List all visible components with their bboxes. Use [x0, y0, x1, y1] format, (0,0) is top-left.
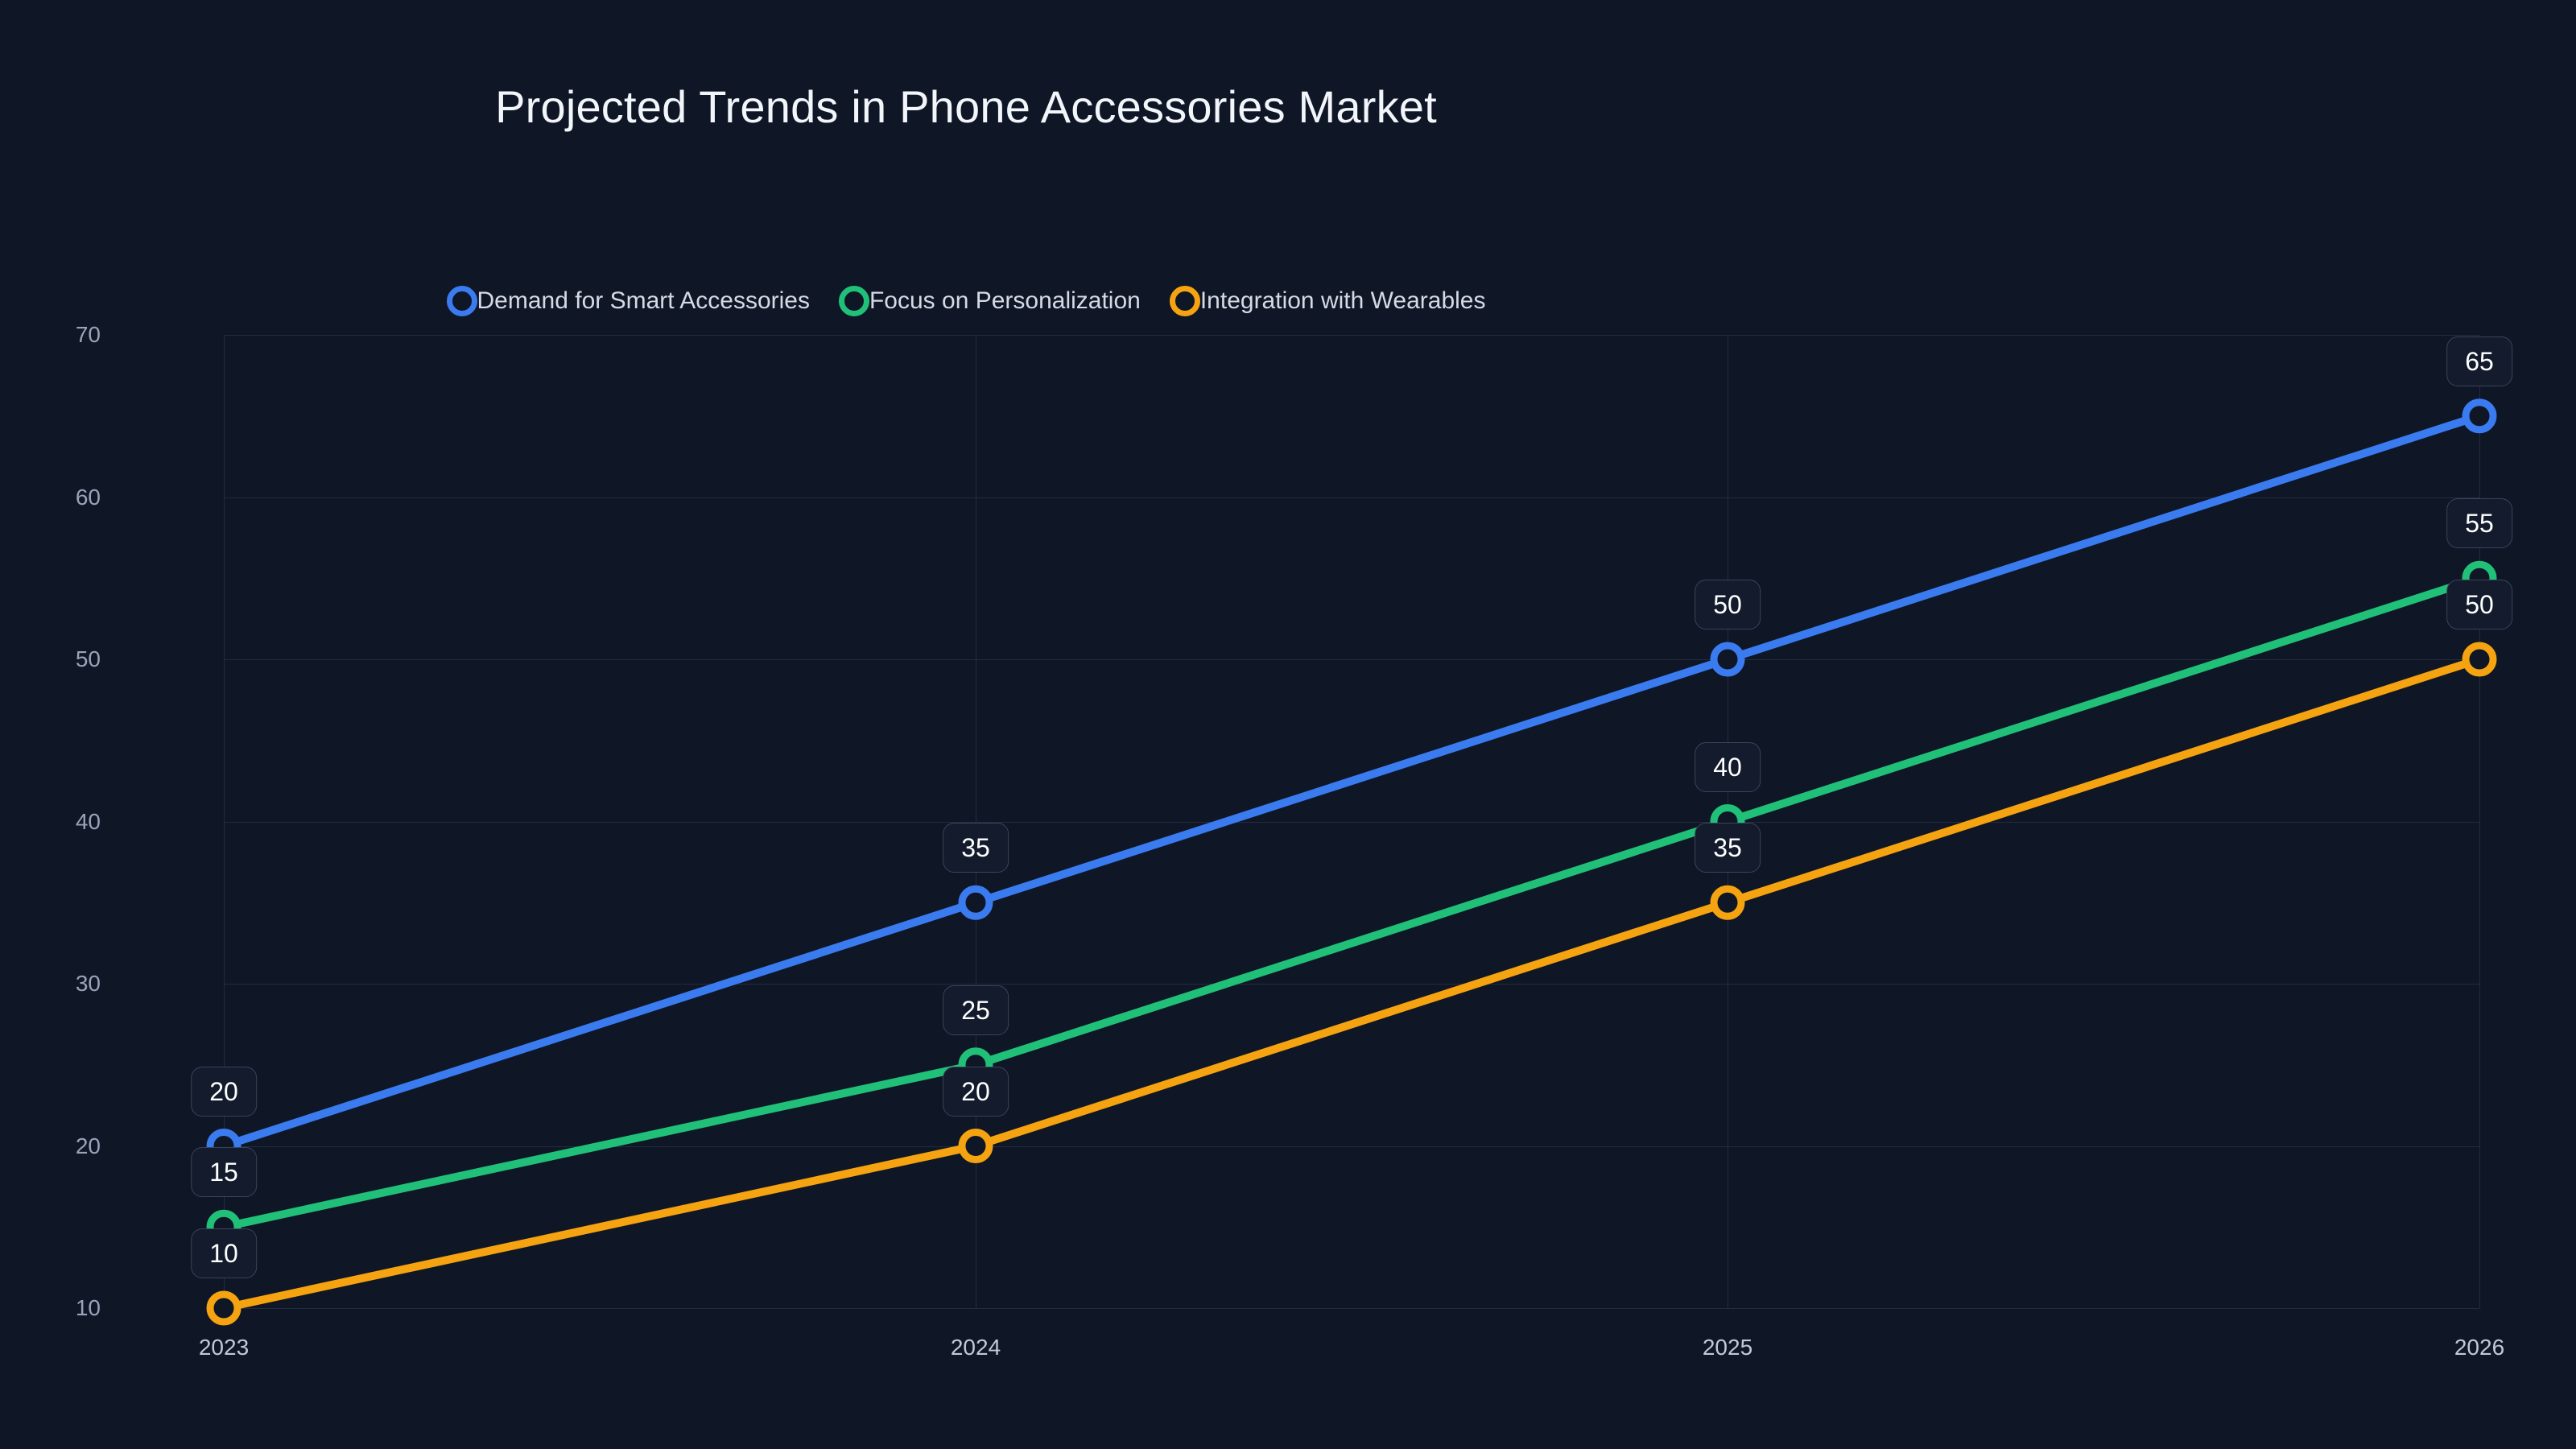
data-value-label: 15 — [191, 1147, 257, 1198]
series-line-3 — [220, 655, 2483, 1312]
data-value-label: 35 — [943, 823, 1009, 873]
data-value-label: 25 — [943, 985, 1009, 1035]
legend-item-label: Integration with Wearables — [1199, 287, 1486, 314]
data-value-label: 65 — [2446, 336, 2512, 386]
data-value-label: 55 — [2446, 498, 2512, 549]
y-axis-tick-label: 50 — [75, 646, 101, 671]
legend-item-3[interactable]: Integration with Wearables — [1169, 286, 1486, 316]
legend-item-label: Focus on Personalization — [869, 287, 1141, 314]
legend-marker-icon — [446, 286, 477, 316]
data-point-marker[interactable] — [206, 1290, 242, 1326]
gridline-horizontal — [224, 1308, 2479, 1309]
x-axis-tick-label: 2023 — [198, 1335, 250, 1360]
y-axis-tick-label: 60 — [75, 484, 101, 510]
y-axis-tick-label: 20 — [75, 1133, 101, 1158]
plot-area — [206, 335, 2497, 1326]
legend-item-label: Demand for Smart Accessories — [477, 287, 810, 314]
data-point-marker[interactable] — [1710, 885, 1745, 920]
series-line-1 — [220, 411, 2483, 1150]
y-axis-tick-label: 40 — [75, 808, 101, 834]
chart-legend: Demand for Smart Accessories Focus on Per… — [0, 286, 1932, 316]
gridline-vertical — [2479, 335, 2480, 1308]
x-axis-tick-label: 2026 — [2454, 1335, 2505, 1360]
data-value-label: 20 — [191, 1066, 257, 1117]
data-point-marker[interactable] — [2462, 642, 2497, 677]
legend-marker-icon — [838, 286, 869, 316]
data-value-label: 50 — [1695, 580, 1761, 630]
data-value-label: 50 — [2446, 580, 2512, 630]
chart-title: Projected Trends in Phone Accessories Ma… — [495, 81, 1437, 132]
legend-item-2[interactable]: Focus on Personalization — [838, 286, 1141, 316]
series-lines-and-markers — [206, 398, 2497, 1326]
legend-marker-icon — [1169, 286, 1200, 316]
y-axis-tick-label: 70 — [75, 322, 101, 347]
x-axis-tick-label: 2024 — [950, 1335, 1001, 1360]
data-point-marker[interactable] — [2462, 398, 2497, 434]
data-value-label: 35 — [1695, 823, 1761, 873]
data-point-marker[interactable] — [958, 1129, 993, 1163]
data-point-marker[interactable] — [958, 885, 993, 920]
data-value-label: 40 — [1695, 741, 1761, 792]
data-point-marker[interactable] — [1710, 642, 1745, 677]
y-axis-tick-label: 30 — [75, 971, 101, 996]
series-line-2 — [220, 574, 2483, 1232]
data-value-label: 20 — [943, 1066, 1009, 1117]
legend-item-1[interactable]: Demand for Smart Accessories — [446, 286, 810, 316]
x-axis-tick-label: 2025 — [1702, 1335, 1753, 1360]
y-axis-tick-label: 10 — [75, 1295, 101, 1320]
data-value-label: 10 — [191, 1228, 257, 1278]
